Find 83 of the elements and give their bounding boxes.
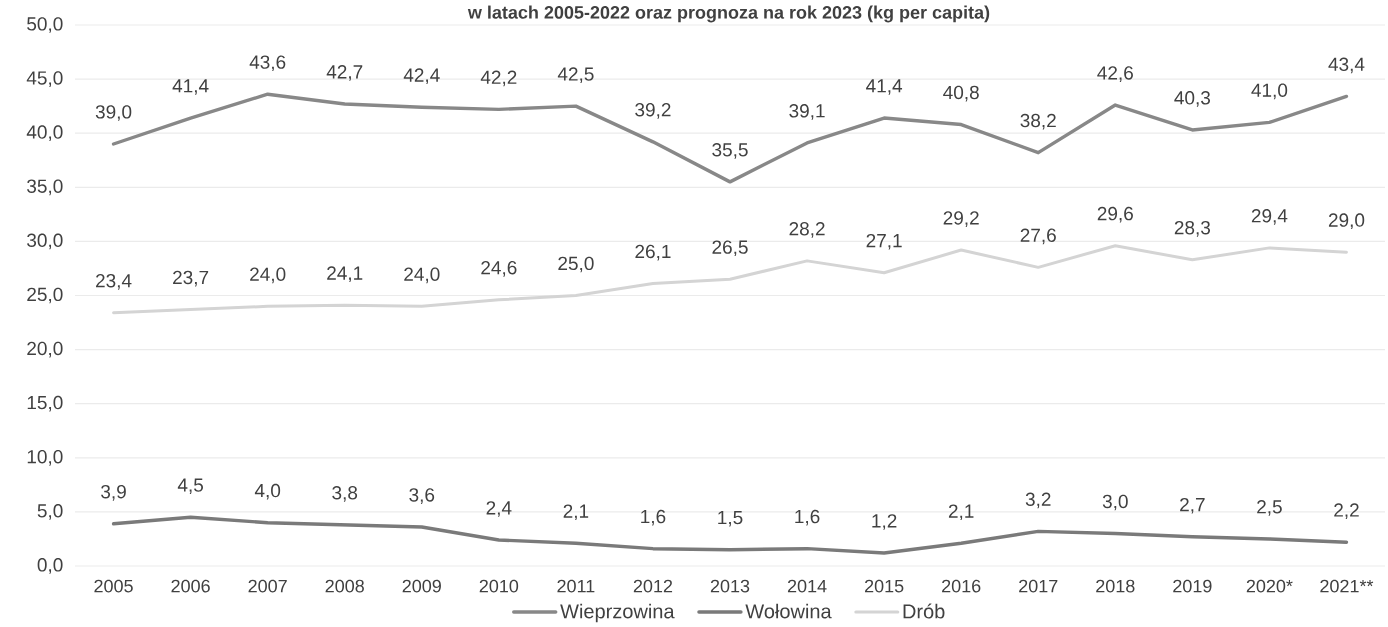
x-tick-label: 2008 xyxy=(325,579,364,593)
x-tick-label: 2012 xyxy=(633,579,673,593)
x-tick-label: 2016 xyxy=(942,579,981,593)
y-tick-label: 50,0 xyxy=(27,17,63,33)
data-label: 27,1 xyxy=(866,233,902,250)
data-label: 1,6 xyxy=(795,509,820,526)
data-label: 41,0 xyxy=(1251,83,1288,100)
x-tick-label: 2009 xyxy=(402,579,441,593)
data-label: 40,8 xyxy=(943,85,979,102)
data-label: 24,0 xyxy=(404,267,440,284)
data-label: 2,4 xyxy=(486,501,512,517)
data-label: 28,3 xyxy=(1174,220,1211,237)
data-label: 29,0 xyxy=(1328,213,1365,230)
x-tick-label: 2015 xyxy=(865,579,904,593)
data-label: 26,5 xyxy=(712,240,748,257)
data-label: 3,8 xyxy=(332,486,358,502)
data-label: 2,1 xyxy=(948,504,974,521)
data-label: 42,7 xyxy=(326,65,363,81)
data-label: 27,6 xyxy=(1020,228,1056,245)
data-label: 38,2 xyxy=(1020,113,1056,130)
data-label: 39,1 xyxy=(789,104,825,120)
data-label: 1,6 xyxy=(641,509,666,526)
legend-label: Wołowina xyxy=(745,603,832,619)
data-label: 39,2 xyxy=(635,102,671,119)
data-label: 3,6 xyxy=(409,488,435,504)
data-label: 43,6 xyxy=(249,55,286,72)
x-tick-label: 2005 xyxy=(94,579,133,593)
data-label: 42,6 xyxy=(1097,66,1133,82)
data-label: 25,0 xyxy=(558,256,594,273)
data-label: 3,2 xyxy=(1025,492,1051,509)
data-label: 2,2 xyxy=(1334,503,1359,520)
x-tick-label: 2006 xyxy=(171,579,210,593)
data-label: 23,7 xyxy=(173,270,209,287)
data-label: 40,3 xyxy=(1174,91,1211,107)
x-tick-label: 2010 xyxy=(479,579,519,593)
data-label: 29,2 xyxy=(943,211,979,227)
data-label: 4,5 xyxy=(177,478,203,495)
data-label: 29,4 xyxy=(1251,209,1288,225)
data-label: 43,4 xyxy=(1328,57,1365,74)
y-tick-label: 25,0 xyxy=(27,287,63,304)
y-tick-label: 20,0 xyxy=(27,341,63,358)
data-label: 4,0 xyxy=(254,483,281,500)
x-tick-label: 2014 xyxy=(787,579,827,593)
x-tick-label: 2017 xyxy=(1019,579,1058,593)
legend-label: Drób xyxy=(903,603,945,619)
data-label: 42,4 xyxy=(403,68,440,85)
legend-label: Wieprzowina xyxy=(560,603,675,623)
data-label: 42,2 xyxy=(480,70,517,87)
data-label: 2,5 xyxy=(1257,500,1282,516)
data-label: 1,2 xyxy=(872,514,897,530)
data-label: 42,5 xyxy=(557,67,594,83)
data-label: 41,4 xyxy=(172,79,209,95)
data-label: 3,0 xyxy=(1102,494,1128,511)
data-label: 1,5 xyxy=(718,511,743,527)
y-tick-label: 0,0 xyxy=(37,558,63,574)
data-label: 24,0 xyxy=(250,267,286,284)
data-label: 26,1 xyxy=(635,244,671,261)
data-label: 28,2 xyxy=(789,222,825,238)
data-label: 3,9 xyxy=(101,484,126,501)
y-tick-label: 35,0 xyxy=(27,179,63,196)
data-label: 24,1 xyxy=(327,266,363,283)
data-label: 41,4 xyxy=(866,79,903,95)
y-tick-label: 40,0 xyxy=(26,125,63,142)
x-tick-label: 2021** xyxy=(1320,579,1374,593)
x-tick-label: 2020* xyxy=(1246,579,1293,593)
data-label: 23,4 xyxy=(96,273,132,290)
y-tick-label: 10,0 xyxy=(27,449,63,466)
data-label: 2,7 xyxy=(1180,497,1205,514)
x-tick-label: 2011 xyxy=(557,579,595,593)
y-tick-label: 15,0 xyxy=(27,395,63,412)
y-tick-label: 5,0 xyxy=(37,504,63,520)
y-tick-label: 30,0 xyxy=(27,233,63,250)
x-tick-label: 2013 xyxy=(710,579,750,593)
data-label: 35,5 xyxy=(712,143,748,159)
y-tick-label: 45,0 xyxy=(26,71,63,87)
data-label: 29,6 xyxy=(1097,206,1133,223)
chart-title: w latach 2005-2022 oraz prognoza na rok 2023 (kg per capita) xyxy=(467,5,990,23)
data-label: 2,1 xyxy=(563,504,589,521)
x-tick-label: 2007 xyxy=(248,579,287,593)
data-label: 24,6 xyxy=(481,260,517,277)
data-label: 39,0 xyxy=(95,105,132,121)
x-tick-label: 2019 xyxy=(1173,579,1212,593)
x-tick-label: 2018 xyxy=(1096,579,1135,593)
